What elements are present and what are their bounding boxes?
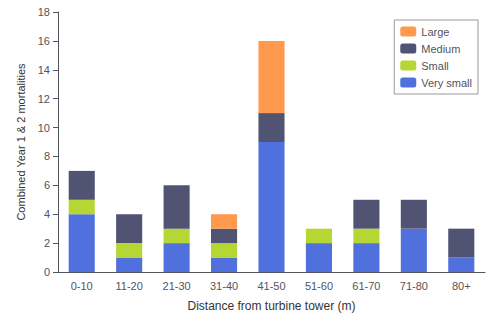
svg-text:Very small: Very small (421, 77, 472, 89)
svg-text:12: 12 (38, 93, 50, 105)
svg-text:21-30: 21-30 (163, 280, 191, 292)
svg-text:18: 18 (38, 6, 50, 18)
svg-text:6: 6 (44, 179, 50, 191)
svg-text:4: 4 (44, 208, 50, 220)
svg-text:31-40: 31-40 (210, 280, 238, 292)
svg-text:10: 10 (38, 122, 50, 134)
svg-text:51-60: 51-60 (305, 280, 333, 292)
svg-text:41-50: 41-50 (257, 280, 285, 292)
svg-text:Distance from turbine tower (m: Distance from turbine tower (m) (187, 299, 355, 313)
svg-text:0: 0 (44, 266, 50, 278)
svg-text:Medium: Medium (421, 43, 460, 55)
svg-text:Large: Large (421, 26, 449, 38)
svg-text:11-20: 11-20 (116, 280, 143, 292)
svg-text:Small: Small (421, 60, 449, 72)
svg-text:80+: 80+ (452, 280, 471, 292)
svg-text:14: 14 (38, 64, 50, 76)
svg-text:71-80: 71-80 (400, 280, 428, 292)
svg-text:8: 8 (44, 150, 50, 162)
svg-text:16: 16 (38, 35, 50, 47)
svg-text:0-10: 0-10 (71, 280, 93, 292)
svg-text:2: 2 (44, 237, 50, 249)
svg-text:61-70: 61-70 (352, 280, 380, 292)
svg-text:Combined Year 1 & 2 mortalitie: Combined Year 1 & 2 mortalities (15, 63, 27, 221)
